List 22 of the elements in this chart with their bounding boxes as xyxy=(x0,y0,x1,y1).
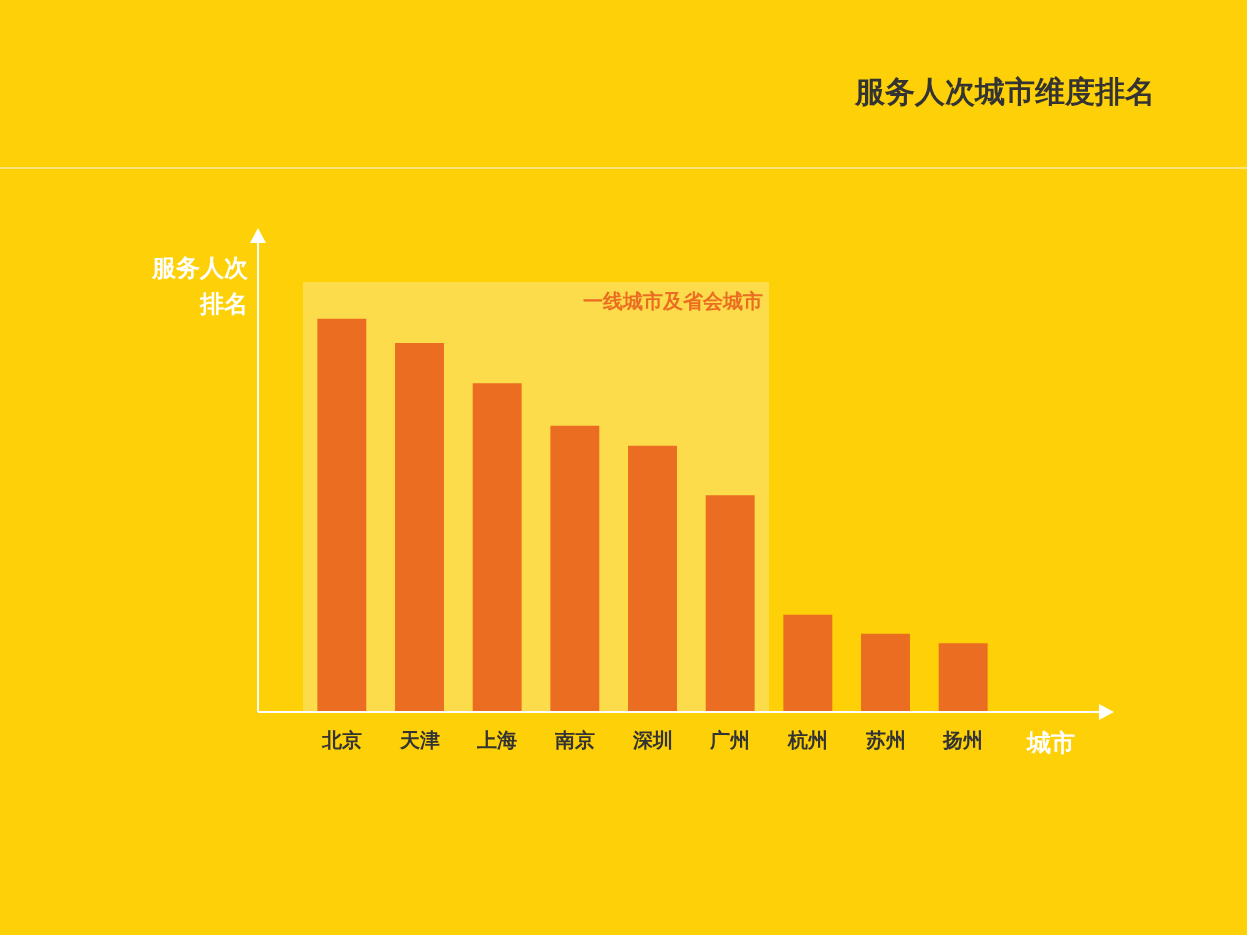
bar xyxy=(938,643,988,712)
x-tick-label: 深圳 xyxy=(631,728,673,753)
x-tick-label: 北京 xyxy=(320,728,362,753)
x-tick-label: 上海 xyxy=(476,728,518,753)
x-tick-label: 天津 xyxy=(398,728,440,753)
y-axis-title: 服务人次排名 xyxy=(150,253,248,320)
bar xyxy=(861,633,910,712)
x-tick-label: 杭州 xyxy=(786,728,828,753)
band-label: 一线城市及省会城市 xyxy=(583,289,763,314)
x-tick-label: 扬州 xyxy=(942,728,984,753)
bar xyxy=(550,425,600,712)
x-tick-label: 广州 xyxy=(709,728,751,753)
x-tick-label: 苏州 xyxy=(864,728,906,753)
x-tick-label: 南京 xyxy=(553,728,595,753)
x-axis-title: 城市 xyxy=(1027,728,1075,759)
bar xyxy=(628,445,677,712)
bar xyxy=(783,614,833,712)
bar xyxy=(317,318,367,712)
bar xyxy=(395,343,444,712)
chart-title: 服务人次城市维度排名 xyxy=(855,73,1155,111)
bar xyxy=(472,383,522,712)
bar xyxy=(705,495,755,712)
